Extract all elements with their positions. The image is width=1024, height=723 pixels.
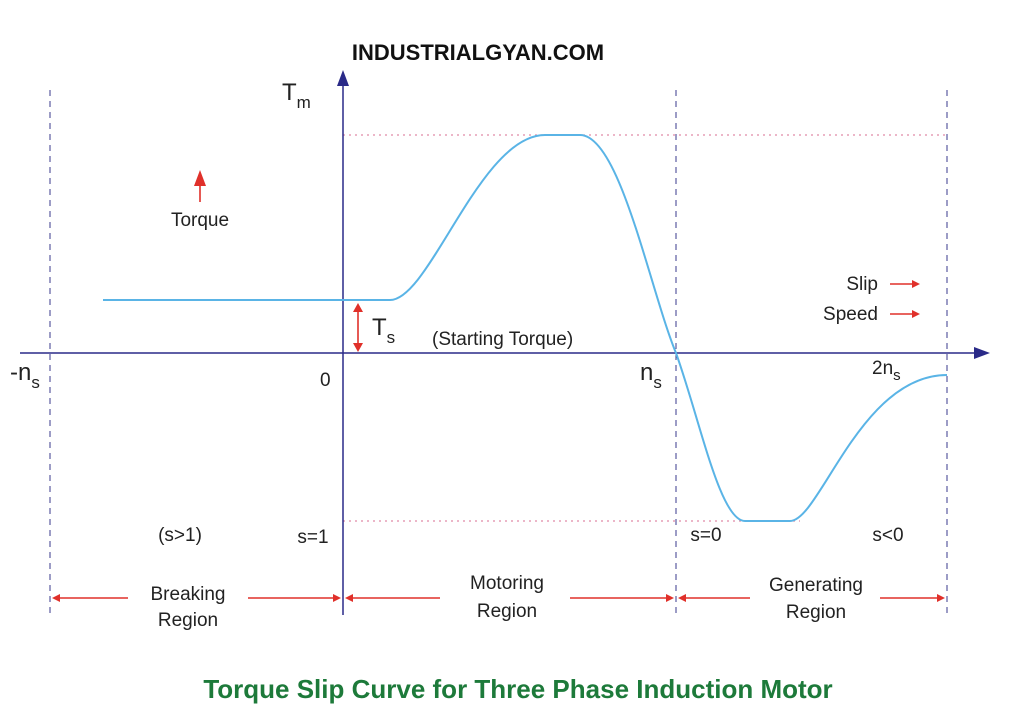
- slip-hint: Slip: [846, 274, 878, 295]
- x-mark: -ns: [10, 359, 40, 392]
- ts-label: Ts: [372, 314, 395, 347]
- axes: [20, 70, 990, 615]
- x-mark: 0: [320, 370, 331, 391]
- x-mark: 2ns: [872, 358, 901, 384]
- region-label: Breaking: [151, 584, 226, 605]
- slip-label: (s>1): [158, 525, 202, 546]
- region-label: Region: [477, 601, 537, 622]
- region-label: Region: [786, 602, 846, 623]
- torque-hint: Torque: [171, 210, 229, 231]
- y-axis-label: Tm: [282, 79, 311, 112]
- speed-hint: Speed: [823, 304, 878, 325]
- region-label: Region: [158, 610, 218, 631]
- level-guides: [343, 134, 947, 522]
- footer-title: Torque Slip Curve for Three Phase Induct…: [203, 674, 832, 704]
- torque-curve: [103, 134, 948, 522]
- slip-label: s=1: [297, 527, 328, 548]
- x-mark: ns: [640, 359, 662, 392]
- region-label: Motoring: [470, 573, 544, 594]
- slip-label: s=0: [690, 525, 721, 546]
- site-header: INDUSTRIALGYAN.COM: [352, 40, 604, 65]
- starting-torque-note: (Starting Torque): [432, 329, 573, 350]
- slip-label: s<0: [872, 525, 903, 546]
- torque-arrow: [194, 170, 206, 186]
- region-label: Generating: [769, 575, 863, 596]
